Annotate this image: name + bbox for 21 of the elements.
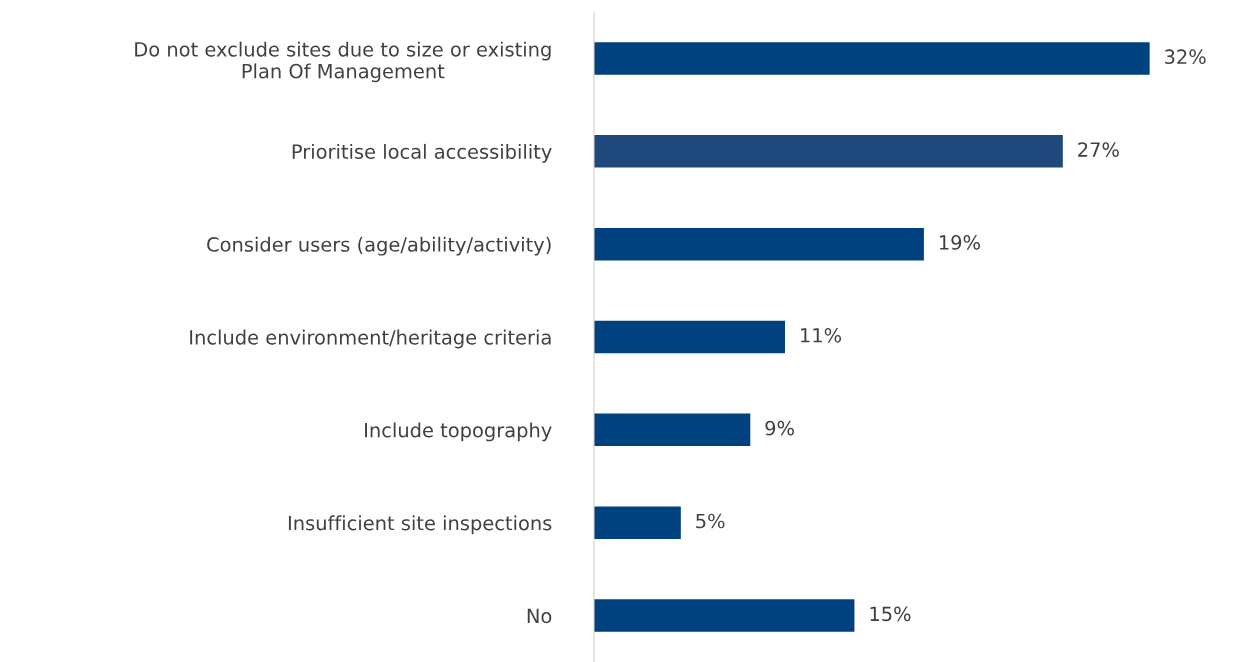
data-label: 11% bbox=[801, 327, 842, 343]
data-label: 15% bbox=[870, 606, 911, 622]
bar bbox=[594, 227, 924, 261]
y-tick-label: Insufficient site inspections bbox=[288, 515, 552, 535]
y-tick-label: Include topography bbox=[365, 422, 552, 442]
bar bbox=[594, 320, 786, 354]
data-label: 32% bbox=[1165, 49, 1206, 65]
bar bbox=[594, 135, 1063, 168]
data-label: 5% bbox=[696, 513, 725, 529]
y-tick-label: Include environment/heritage criteria bbox=[190, 329, 551, 349]
y-tick-label: Prioritise local accessibility bbox=[292, 143, 552, 163]
data-label: 9% bbox=[765, 420, 794, 436]
y-tick-label: Consider users (age/ability/activity) bbox=[207, 236, 551, 256]
bar bbox=[594, 506, 681, 539]
y-tick-label: Do not exclude sites due to size or existing Plan Of Management bbox=[135, 41, 551, 83]
data-label: 19% bbox=[939, 235, 980, 250]
bar bbox=[594, 413, 751, 447]
bar bbox=[594, 42, 1150, 75]
data-label: 27% bbox=[1078, 142, 1119, 157]
y-tick-label: No bbox=[527, 608, 552, 624]
bar bbox=[594, 599, 855, 632]
